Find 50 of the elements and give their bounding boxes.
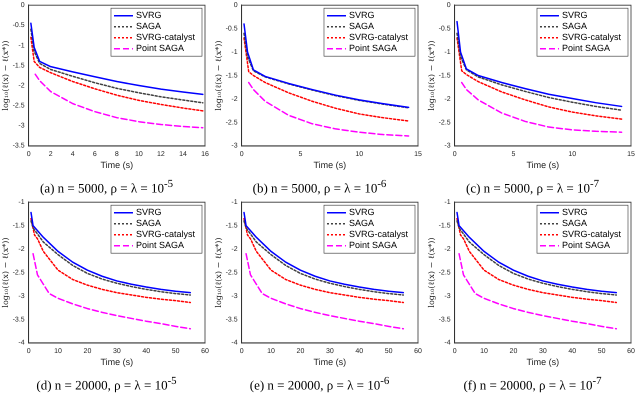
- x-axis-title: Time (s): [526, 357, 560, 368]
- y-axis-title: log₁₀(ℓ(x) − ℓ(x*)): [426, 237, 436, 308]
- legend-label: SAGA: [562, 218, 587, 228]
- line-series: [248, 82, 410, 137]
- text: (f) n = 20000, ρ = λ = 10$^{-7}$: [462, 374, 603, 394]
- x-axis-title: Time (s): [313, 160, 346, 170]
- line-series: [460, 82, 622, 133]
- line-series: [245, 253, 404, 330]
- legend-label: SVRG-catalyst: [348, 32, 408, 42]
- y-axis-title: log₁₀(ℓ(x) − ℓ(x*)): [426, 40, 436, 111]
- line-series: [458, 253, 618, 330]
- text: (a) n = 5000, ρ = λ = 10$^{-5}$: [39, 177, 174, 198]
- legend-label: SVRG: [562, 207, 588, 218]
- line-series: [456, 32, 622, 111]
- text: (b) n = 5000, ρ = λ = 10$^{-6}$: [252, 177, 388, 198]
- x-axis-title: Time (s): [526, 160, 560, 170]
- line-series: [32, 253, 192, 330]
- legend-label: Point SAGA: [136, 240, 184, 250]
- legend-label: SVRG-catalyst: [562, 229, 622, 240]
- legend-label: Point SAGA: [562, 43, 610, 54]
- text: (c) n = 5000, ρ = λ = 10$^{-7}$: [465, 177, 600, 198]
- y-axis-title: log₁₀(ℓ(x) − ℓ(x*)): [214, 40, 223, 111]
- legend-label: Point SAGA: [562, 240, 610, 250]
- x-axis-title: Time (s): [100, 357, 134, 368]
- legend-label: SAGA: [348, 218, 374, 228]
- legend-label: SVRG-catalyst: [136, 229, 196, 240]
- text: (e) n = 20000, ρ = λ = 10$^{-6}$: [248, 374, 390, 394]
- x-axis-title: Time (s): [313, 357, 346, 368]
- line-series: [30, 28, 204, 104]
- y-axis-title: log₁₀(ℓ(x) − ℓ(x*)): [214, 237, 223, 308]
- y-axis-title: log₁₀(ℓ(x) − ℓ(x*)): [0, 40, 10, 111]
- legend-label: SAGA: [562, 21, 587, 32]
- legend-label: Point SAGA: [348, 43, 398, 54]
- y-axis-title: log₁₀(ℓ(x) − ℓ(x*)): [0, 237, 10, 308]
- legend-label: SVRG-catalyst: [348, 229, 408, 240]
- legend-label: SAGA: [136, 21, 161, 32]
- legend-label: SVRG: [348, 207, 374, 218]
- text: (d) n = 20000, ρ = λ = 10$^{-5}$: [35, 374, 178, 394]
- legend-label: SVRG: [562, 10, 588, 20]
- legend-label: SAGA: [348, 21, 374, 32]
- legend-label: Point SAGA: [348, 240, 398, 250]
- legend-label: SVRG: [348, 10, 374, 20]
- legend-label: SAGA: [136, 218, 161, 228]
- line-series: [34, 74, 204, 128]
- x-axis-title: Time (s): [100, 160, 134, 170]
- legend-label: Point SAGA: [136, 43, 184, 54]
- legend-label: SVRG-catalyst: [562, 32, 622, 42]
- legend-label: SVRG-catalyst: [136, 32, 196, 42]
- legend-label: SVRG: [136, 207, 162, 218]
- legend-label: SVRG: [136, 10, 162, 20]
